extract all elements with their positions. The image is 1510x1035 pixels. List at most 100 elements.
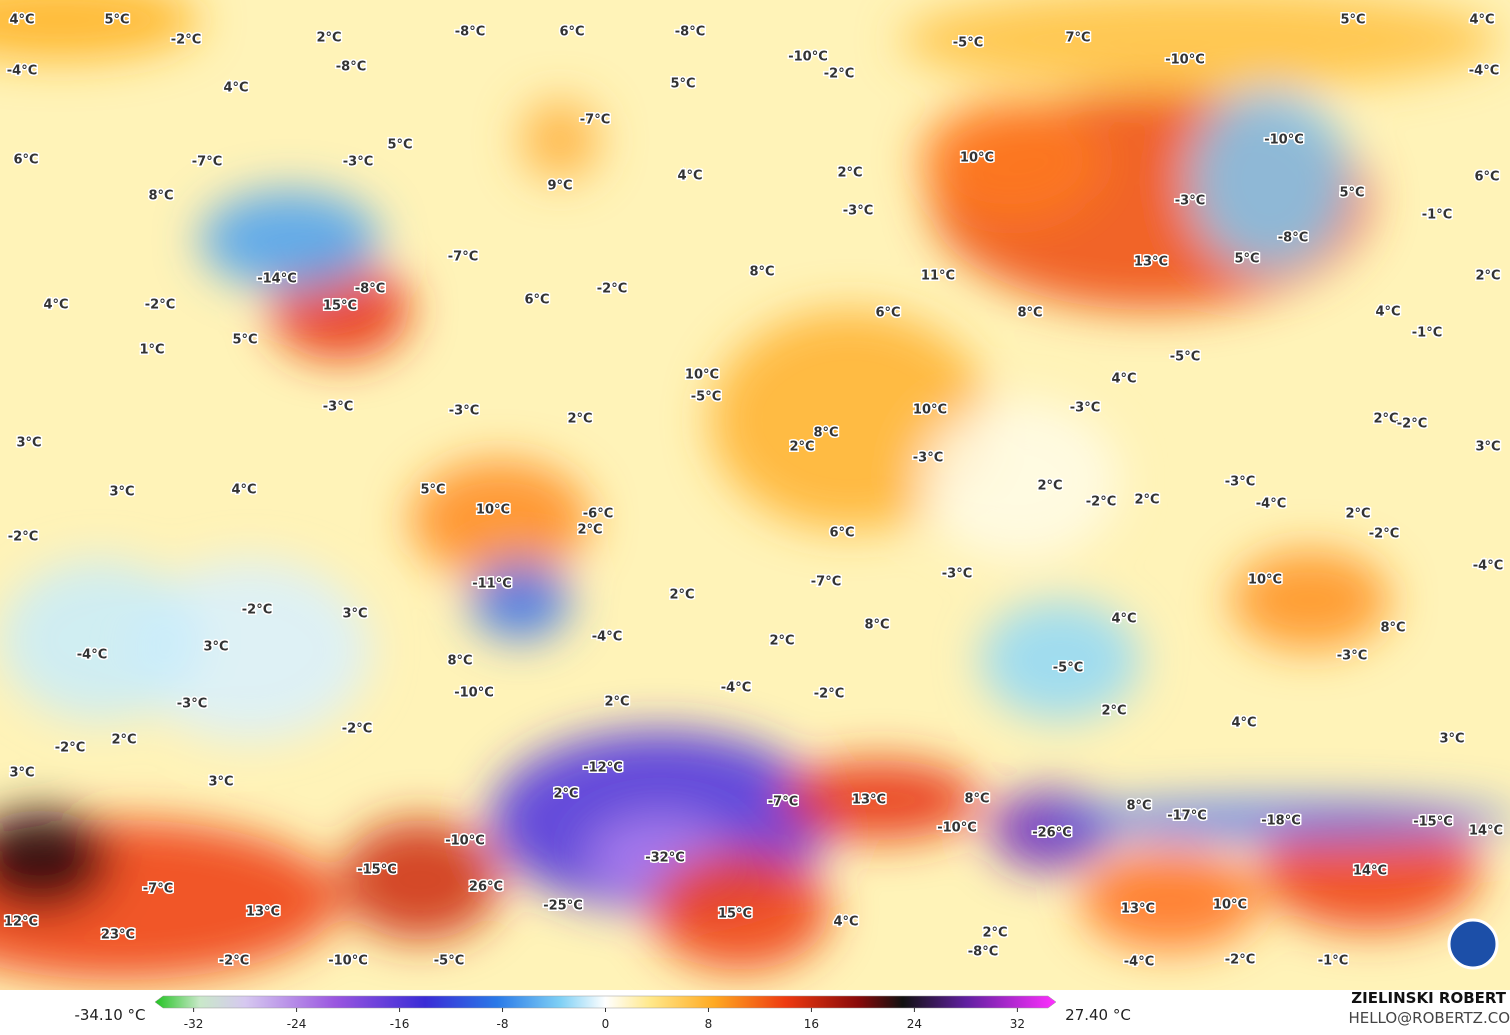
temperature-label: -3°C <box>913 451 943 466</box>
field-patch <box>980 600 1140 720</box>
field-patch <box>200 190 380 290</box>
temperature-label: -3°C <box>942 567 972 582</box>
field-patch <box>710 310 990 530</box>
temperature-label: -7°C <box>448 250 478 265</box>
temperature-label: -5°C <box>953 36 983 51</box>
temperature-label: 5°C <box>232 333 257 348</box>
temperature-label: -2°C <box>1086 495 1116 510</box>
color-bar-tick-label: 8 <box>705 1017 713 1031</box>
temperature-label: 8°C <box>1126 799 1151 814</box>
temperature-label: 4°C <box>9 13 34 28</box>
temperature-label: -3°C <box>1225 475 1255 490</box>
temperature-label: -7°C <box>580 113 610 128</box>
temperature-label: 5°C <box>670 77 695 92</box>
temperature-label: -3°C <box>843 204 873 219</box>
temperature-label: 10°C <box>1248 573 1282 588</box>
temperature-label: 4°C <box>1111 372 1136 387</box>
temperature-label: -5°C <box>434 954 464 969</box>
field-patch <box>1190 90 1350 270</box>
temperature-label: 3°C <box>1475 440 1500 455</box>
temperature-label: -7°C <box>768 795 798 810</box>
temperature-label: -5°C <box>1053 661 1083 676</box>
temperature-label: 13°C <box>246 905 280 920</box>
temperature-label: 8°C <box>1380 621 1405 636</box>
temperature-label: 10°C <box>913 403 947 418</box>
temperature-label: -10°C <box>454 686 494 701</box>
temperature-label: 4°C <box>1231 716 1256 731</box>
temperature-label: -5°C <box>691 390 721 405</box>
temperature-label: 2°C <box>982 926 1007 941</box>
temperature-label: 13°C <box>1121 902 1155 917</box>
temperature-label: -5°C <box>1170 350 1200 365</box>
field-patch <box>520 100 600 180</box>
temperature-label: 3°C <box>203 640 228 655</box>
temperature-label: -4°C <box>721 681 751 696</box>
temperature-label: -3°C <box>1070 401 1100 416</box>
temperature-label: -14°C <box>257 272 297 287</box>
field-patch <box>1080 850 1260 950</box>
temperature-label: -2°C <box>219 954 249 969</box>
temperature-label: -7°C <box>811 575 841 590</box>
min-label: -34.10 °C <box>74 1006 145 1024</box>
temperature-label: -7°C <box>192 155 222 170</box>
temperature-label: 2°C <box>1373 412 1398 427</box>
temperature-label: -1°C <box>1318 954 1348 969</box>
temperature-field <box>0 0 1510 980</box>
temperature-label: -3°C <box>343 155 373 170</box>
temperature-label: 9°C <box>547 179 572 194</box>
temperature-label: -8°C <box>1278 231 1308 246</box>
temperature-label: -3°C <box>1175 194 1205 209</box>
temperature-label: 14°C <box>1469 824 1503 839</box>
temperature-label: 15°C <box>323 299 357 314</box>
temperature-label: -2°C <box>342 722 372 737</box>
temperature-label: -3°C <box>449 404 479 419</box>
temperature-label: 4°C <box>223 81 248 96</box>
temperature-label: 12°C <box>4 915 38 930</box>
field-patch <box>650 850 830 970</box>
temperature-label: -32°C <box>645 851 685 866</box>
temperature-label: 3°C <box>16 436 41 451</box>
temperature-label: 4°C <box>231 483 256 498</box>
temperature-label: 4°C <box>833 915 858 930</box>
color-bar <box>154 995 1057 1009</box>
temperature-label: 13°C <box>1134 255 1168 270</box>
temperature-label: 5°C <box>387 138 412 153</box>
temperature-label: 2°C <box>1101 704 1126 719</box>
temperature-label: 8°C <box>813 426 838 441</box>
temperature-label: -1°C <box>1422 208 1452 223</box>
temperature-label: -26°C <box>1032 826 1072 841</box>
temperature-label: 14°C <box>1353 864 1387 879</box>
temperature-label: -8°C <box>675 25 705 40</box>
temperature-label: 10°C <box>476 503 510 518</box>
temperature-label: -10°C <box>937 821 977 836</box>
temperature-label: 10°C <box>960 151 994 166</box>
temperature-label: 2°C <box>553 787 578 802</box>
temperature-label: -8°C <box>336 60 366 75</box>
temperature-label: 6°C <box>524 293 549 308</box>
temperature-label: -2°C <box>597 282 627 297</box>
temperature-label: -10°C <box>1264 133 1304 148</box>
temperature-label: 8°C <box>447 654 472 669</box>
field-patch <box>1230 550 1390 650</box>
temperature-label: -4°C <box>592 630 622 645</box>
temperature-label: 3°C <box>1439 732 1464 747</box>
temperature-label: 15°C <box>718 907 752 922</box>
field-patch <box>340 820 500 940</box>
field-patch <box>0 560 200 720</box>
field-patch <box>0 0 200 60</box>
color-bar-tick-label: -16 <box>390 1017 410 1031</box>
temperature-label: 3°C <box>9 766 34 781</box>
temperature-label: -10°C <box>1165 53 1205 68</box>
temperature-label: 4°C <box>1375 305 1400 320</box>
temperature-label: 2°C <box>1475 269 1500 284</box>
temperature-label: -15°C <box>357 863 397 878</box>
temperature-label: -3°C <box>177 697 207 712</box>
temperature-label: 5°C <box>1340 13 1365 28</box>
noaa-logo <box>1447 918 1499 970</box>
temperature-label: 5°C <box>420 483 445 498</box>
temperature-label: -11°C <box>472 577 512 592</box>
temperature-label: -2°C <box>1397 417 1427 432</box>
field-patch <box>900 0 1500 90</box>
temperature-label: -2°C <box>1369 527 1399 542</box>
